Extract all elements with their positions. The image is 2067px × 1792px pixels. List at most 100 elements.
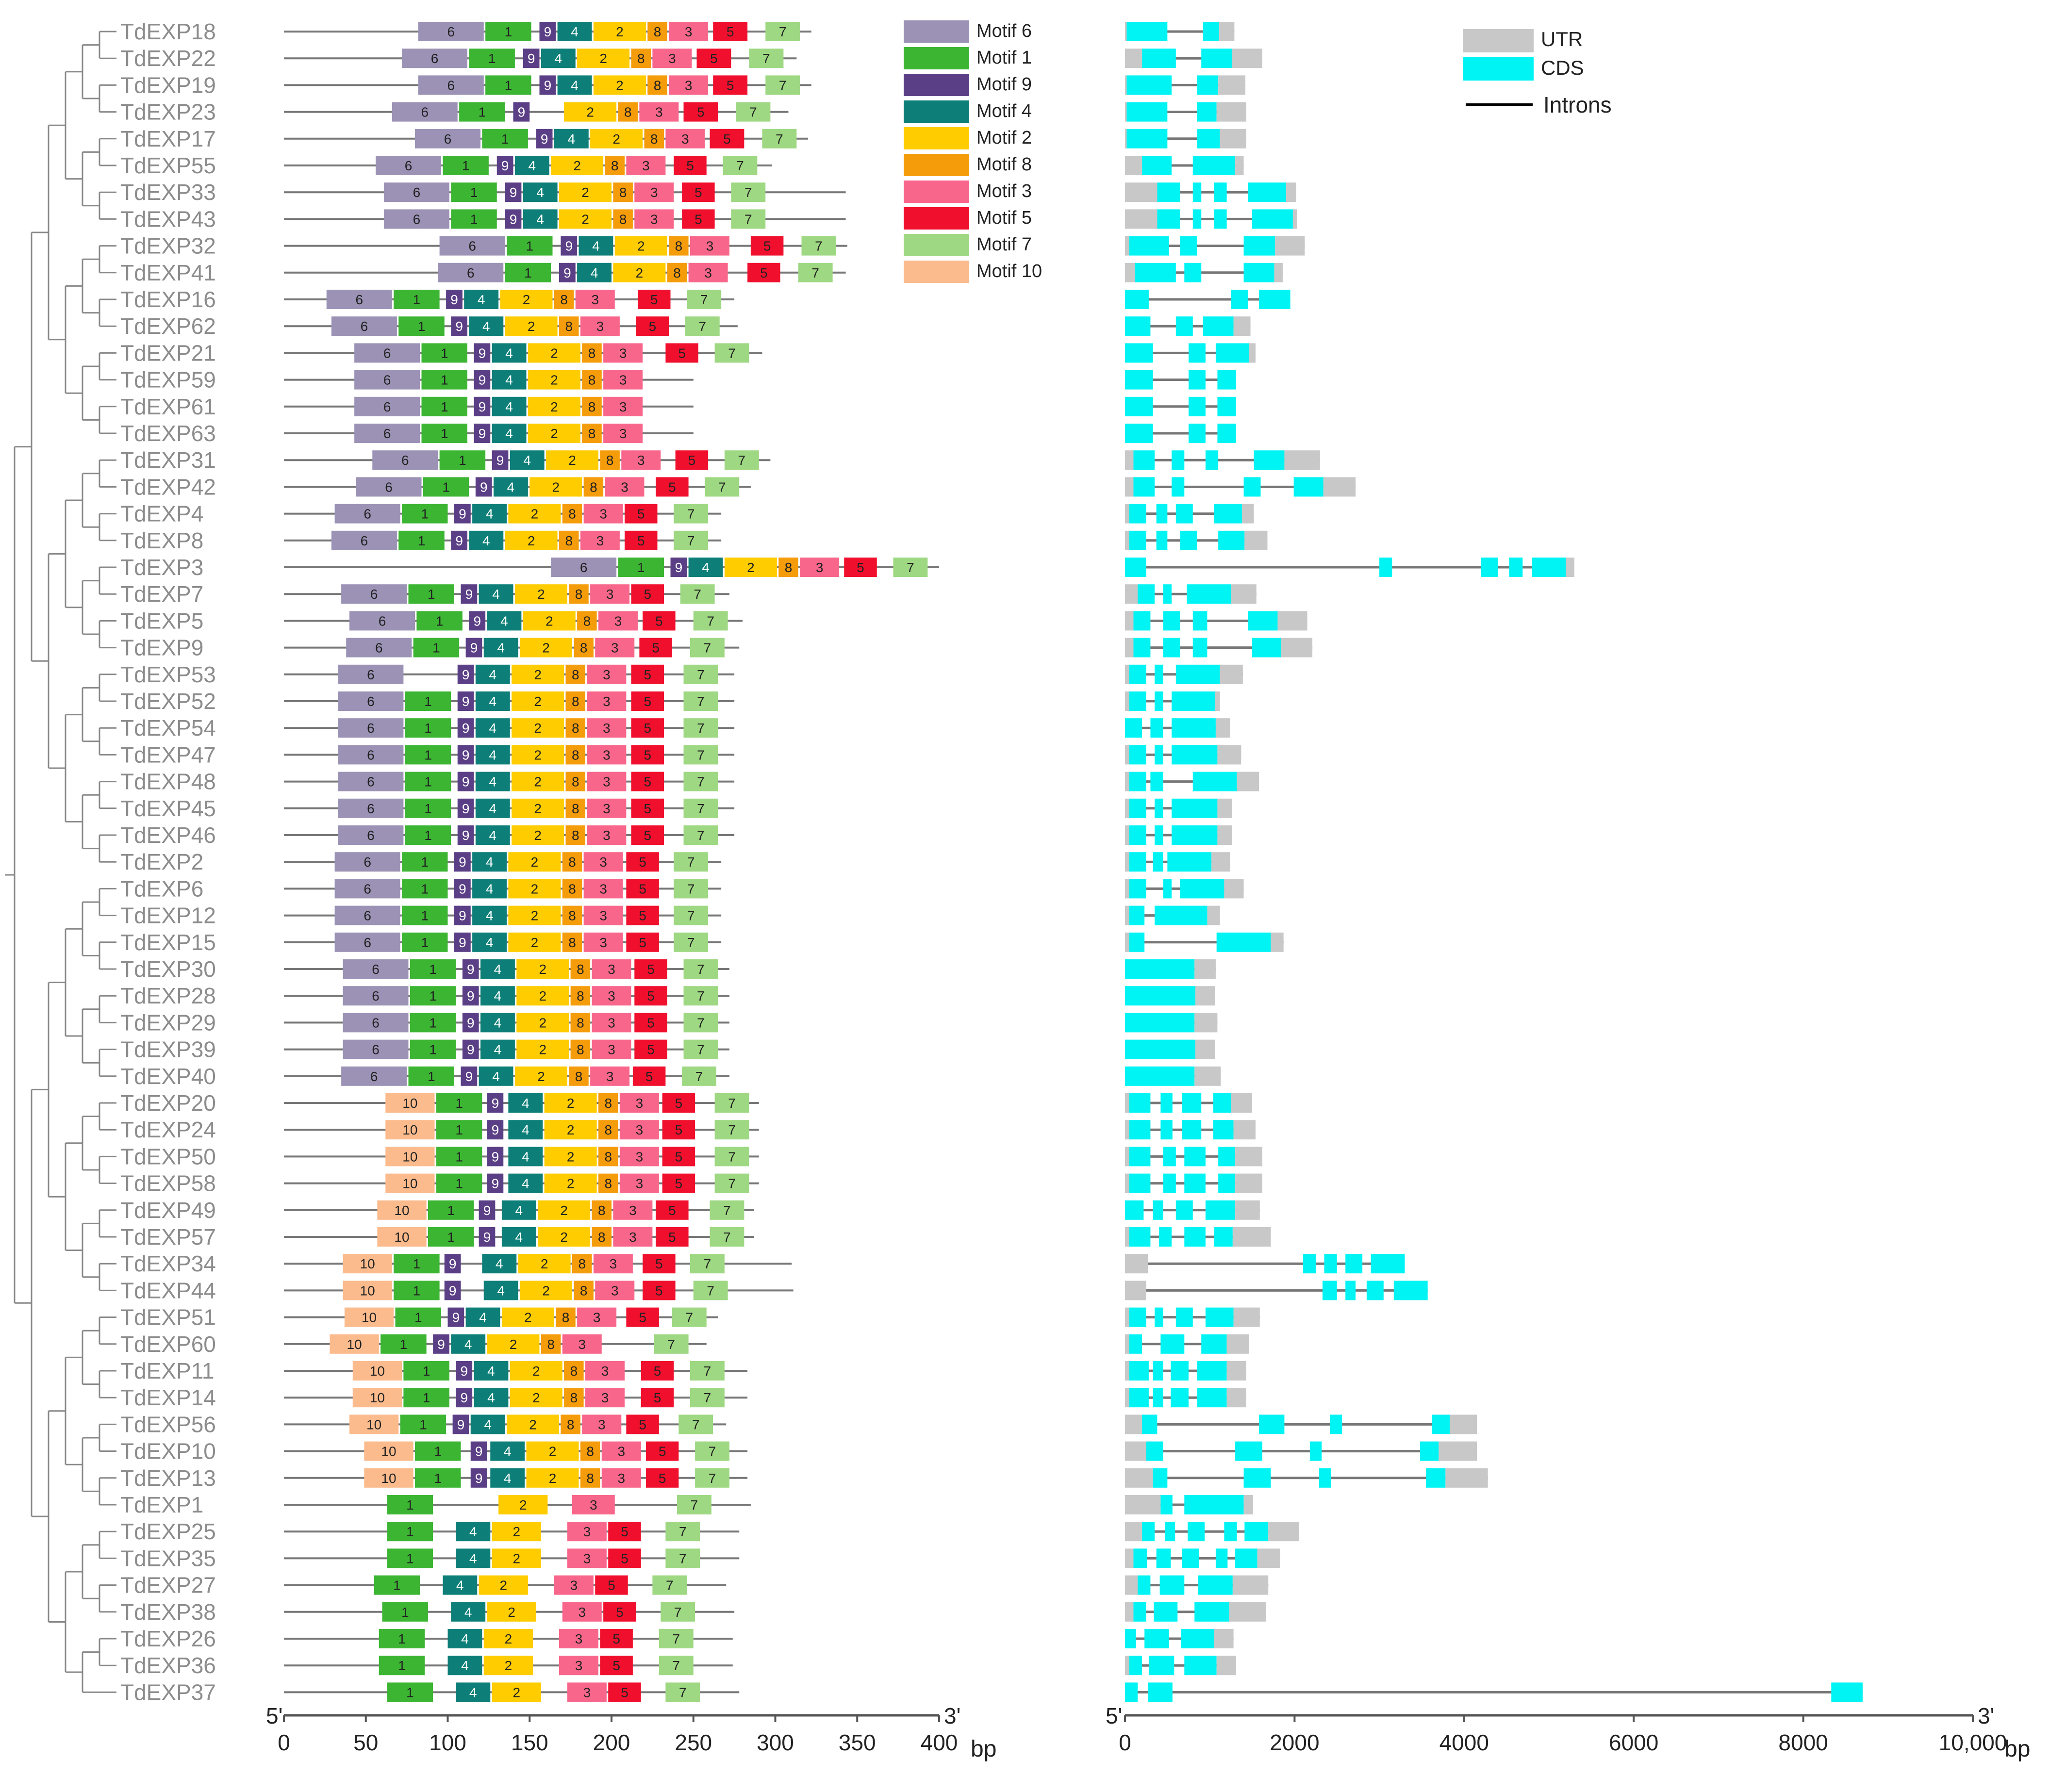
motif-number: 8	[606, 453, 614, 468]
motif-number: 4	[489, 721, 497, 736]
utr-block	[1215, 691, 1220, 711]
motif-number: 9	[501, 158, 509, 173]
utr-block	[1125, 745, 1129, 765]
motif-number: 1	[447, 1203, 455, 1218]
motif-number: 2	[534, 747, 542, 762]
cds-block	[1175, 316, 1193, 336]
motif-box	[713, 75, 748, 95]
motif-box	[567, 1682, 607, 1702]
motif-box	[512, 691, 564, 711]
motif-number: 5	[644, 801, 651, 816]
motif-number: 7	[697, 801, 705, 816]
gene-label: TdEXP17	[120, 126, 216, 151]
motif-box	[334, 932, 400, 952]
motif-number: 1	[421, 881, 429, 896]
motif-box	[356, 477, 422, 497]
motif-number: 7	[907, 560, 914, 575]
gene-label: TdEXP40	[120, 1064, 216, 1089]
motif-number: 5	[644, 747, 651, 762]
motif-number: 6	[421, 105, 429, 120]
motif-box	[415, 1441, 461, 1461]
motif-number: 9	[460, 1364, 468, 1379]
utr-block	[1214, 1629, 1234, 1648]
motif-box	[665, 1548, 700, 1568]
cds-block	[1182, 1548, 1199, 1568]
motif-box	[665, 1682, 700, 1702]
motif-number: 1	[418, 319, 426, 334]
motif-box	[465, 1307, 500, 1327]
motif-number: 4	[505, 373, 513, 388]
motif-number: 1	[455, 1176, 463, 1191]
motif-box	[592, 1039, 631, 1059]
motif-box	[475, 745, 510, 765]
motif-box	[334, 504, 400, 524]
cds-block	[1259, 1414, 1285, 1434]
cds-block	[1125, 1013, 1195, 1033]
motif-number: 9	[459, 935, 466, 950]
motif-box	[408, 584, 454, 604]
cds-block	[1125, 959, 1195, 979]
motif-legend-label: Motif 7	[976, 234, 1032, 255]
motif-number: 6	[375, 641, 383, 656]
gene-structure-row	[1125, 1334, 1249, 1354]
cds-block	[1163, 1173, 1176, 1193]
motif-box	[500, 290, 553, 309]
motif-number: 2	[539, 962, 546, 977]
motif-box	[487, 1147, 504, 1167]
motif-number: 2	[528, 533, 535, 548]
motif-legend-swatch	[904, 181, 969, 203]
motif-box	[662, 1147, 695, 1167]
motif-number: 1	[418, 533, 426, 548]
axis-tick-label: 0	[278, 1730, 290, 1755]
protein-motif-row: 10 1 9 4 2 8 3 7	[284, 1334, 707, 1354]
motif-box	[443, 1575, 478, 1595]
utr-block	[1125, 611, 1134, 631]
motif-number: 4	[591, 265, 598, 280]
axis-tick-label: 8000	[1778, 1730, 1828, 1755]
utr-block	[1125, 1227, 1129, 1247]
motif-number: 7	[738, 453, 746, 468]
gene-label: TdEXP11	[120, 1358, 214, 1383]
motif-number: 2	[534, 694, 542, 709]
gene-structure-row	[1125, 664, 1243, 684]
motif-box	[619, 1147, 659, 1167]
motif-box	[631, 798, 664, 818]
motif-number: 8	[547, 1337, 555, 1352]
motif-number: 2	[586, 105, 594, 120]
motif-number: 1	[524, 265, 532, 280]
motif-number: 4	[469, 1685, 477, 1700]
motif-number: 2	[528, 319, 535, 334]
motif-box	[695, 1441, 729, 1461]
motif-box	[508, 852, 561, 872]
motif-box	[454, 932, 471, 952]
motif-number: 1	[434, 1444, 442, 1459]
axis-tick-label: 10,000	[1939, 1730, 2007, 1755]
cds-block	[1366, 1281, 1384, 1300]
motif-box	[354, 424, 420, 443]
motif-box	[402, 905, 448, 925]
motif-box	[474, 1388, 509, 1408]
cds-block	[1214, 1227, 1233, 1247]
cds-block	[1214, 209, 1227, 229]
utr-block	[1220, 664, 1243, 684]
motif-box	[647, 22, 667, 41]
motif-box	[492, 343, 527, 363]
motif-number: 7	[687, 533, 695, 548]
cds-block	[1160, 1495, 1173, 1514]
motif-number: 8	[577, 1042, 584, 1057]
motif-box	[539, 22, 556, 41]
motif-number: 4	[505, 426, 513, 441]
gene-structure-row	[1125, 1173, 1263, 1193]
motif-box	[683, 825, 718, 845]
motif-number: 5	[616, 1605, 624, 1620]
motif-number: 8	[575, 1069, 583, 1084]
motif-box	[479, 584, 513, 604]
gene-structure-row	[1125, 450, 1320, 470]
motif-number: 3	[578, 1605, 586, 1620]
motif-number: 6	[372, 1042, 380, 1057]
